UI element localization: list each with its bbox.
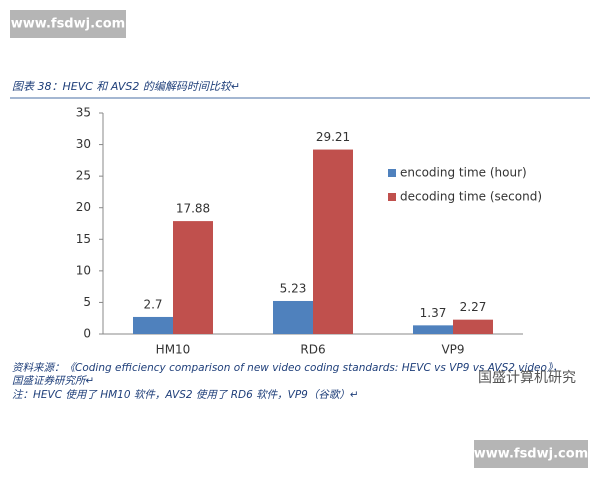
bar <box>133 316 173 334</box>
stamp: 国盛计算机研究 <box>478 370 576 386</box>
data-label: 1.37 <box>420 306 447 320</box>
y-tick-label: 30 <box>76 137 91 151</box>
legend-swatch <box>388 193 396 201</box>
x-tick-label: VP9 <box>441 343 464 357</box>
y-tick-label: 35 <box>76 106 91 120</box>
watermark: www.fsdwj.com <box>474 447 588 462</box>
data-label: 5.23 <box>280 281 307 295</box>
y-tick-label: 25 <box>76 169 91 183</box>
source: 资料来源：《Coding efficiency comparison of ne… <box>12 362 563 374</box>
y-tick-label: 0 <box>83 327 91 341</box>
y-tick-label: 10 <box>76 263 91 277</box>
bar <box>413 325 453 334</box>
source: 国盛证券研究所↵ <box>12 375 94 387</box>
y-tick-label: 15 <box>76 232 91 246</box>
watermark: www.fsdwj.com <box>11 17 125 32</box>
legend-swatch <box>388 169 396 177</box>
x-tick-label: HM10 <box>156 343 191 357</box>
legend-label: decoding time (second) <box>400 190 542 204</box>
data-label: 29.21 <box>316 130 350 144</box>
data-label: 2.7 <box>143 297 162 311</box>
bar <box>313 149 353 334</box>
y-tick-label: 5 <box>83 295 91 309</box>
legend-label: encoding time (hour) <box>400 166 527 180</box>
watermark-box <box>10 10 126 38</box>
bar <box>173 221 213 334</box>
data-label: 2.27 <box>460 300 487 314</box>
bar <box>273 300 313 334</box>
bar <box>453 319 493 334</box>
caption: 图表 38：HEVC 和 AVS2 的编解码时间比较↵ <box>12 80 240 93</box>
note: 注：HEVC 使用了 HM10 软件，AVS2 使用了 RD6 软件，VP9（谷… <box>12 389 359 401</box>
x-tick-label: RD6 <box>300 343 325 357</box>
data-label: 17.88 <box>176 202 210 216</box>
watermark-box <box>474 440 588 468</box>
y-tick-label: 20 <box>76 200 91 214</box>
